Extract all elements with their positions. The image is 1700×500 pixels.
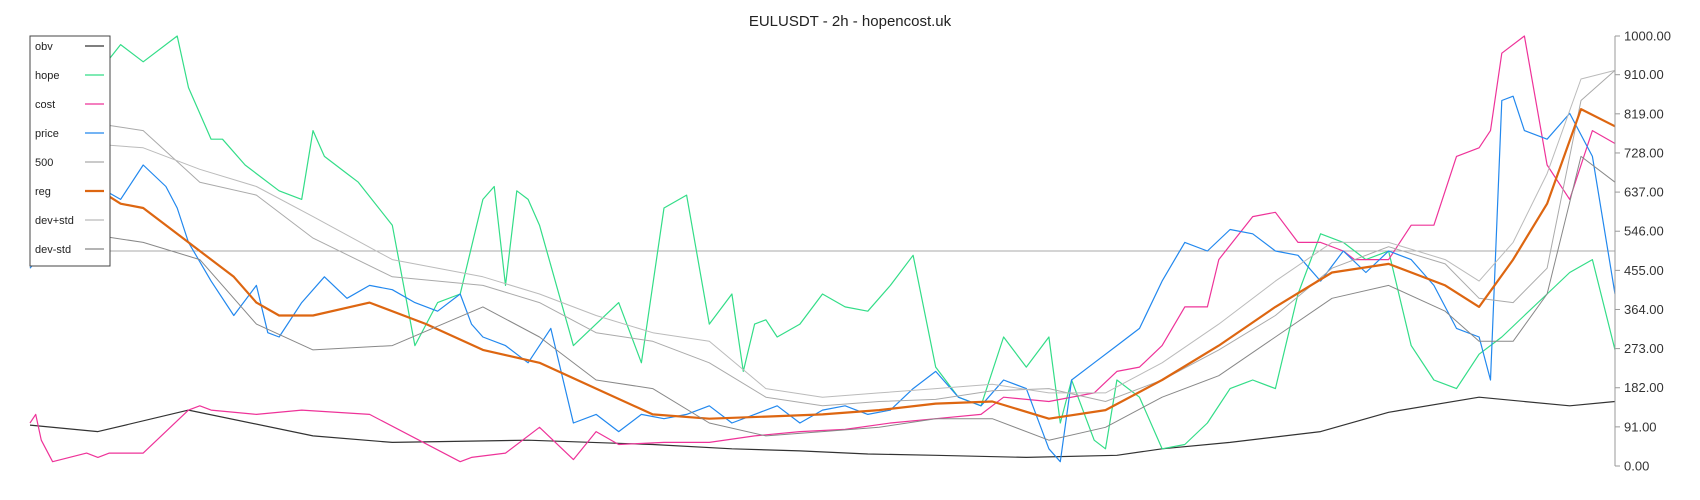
y-tick-label: 91.00 [1624, 419, 1657, 434]
y-tick-label: 364.00 [1624, 302, 1664, 317]
series-line-price [29, 95, 1616, 463]
legend-label: hope [35, 70, 59, 82]
legend-label: dev+std [35, 215, 74, 227]
series-line-reg [29, 107, 1616, 420]
y-tick-label: 819.00 [1624, 106, 1664, 121]
series-line-obv [29, 396, 1616, 458]
legend-label: cost [35, 99, 55, 111]
legend-label: dev-std [35, 244, 71, 256]
series-line-hope [29, 35, 1616, 450]
y-tick-label: 728.00 [1624, 145, 1664, 160]
y-axis: 0.00 91.00 182.00 273.00 364.00 455.00 546.00 6… [1614, 29, 1671, 474]
legend: obv hope cost price 500 reg dev+std dev-std [29, 35, 111, 267]
legend-box [29, 35, 111, 267]
y-tick-label: 546.00 [1624, 224, 1664, 239]
series-line-cost [29, 35, 1616, 463]
y-tick-label: 182.00 [1624, 380, 1664, 395]
y-tick-label: 0.00 [1624, 459, 1649, 474]
chart-title: EULUSDT - 2h - hopencost.uk [749, 13, 952, 30]
y-tick-label: 455.00 [1624, 263, 1664, 278]
y-tick-label: 910.00 [1624, 67, 1664, 82]
y-tick-label: 273.00 [1624, 341, 1664, 356]
series-line-dev-std [29, 69, 1616, 398]
legend-label: 500 [35, 157, 53, 169]
series-layer [29, 35, 1616, 463]
series-line-500 [29, 70, 1616, 407]
legend-label: obv [35, 41, 53, 53]
y-tick-label: 637.00 [1624, 185, 1664, 200]
legend-label: price [35, 128, 59, 140]
y-tick-label: 1000.00 [1624, 29, 1671, 44]
legend-label: reg [35, 186, 51, 198]
series-line-dev-std [29, 155, 1616, 441]
